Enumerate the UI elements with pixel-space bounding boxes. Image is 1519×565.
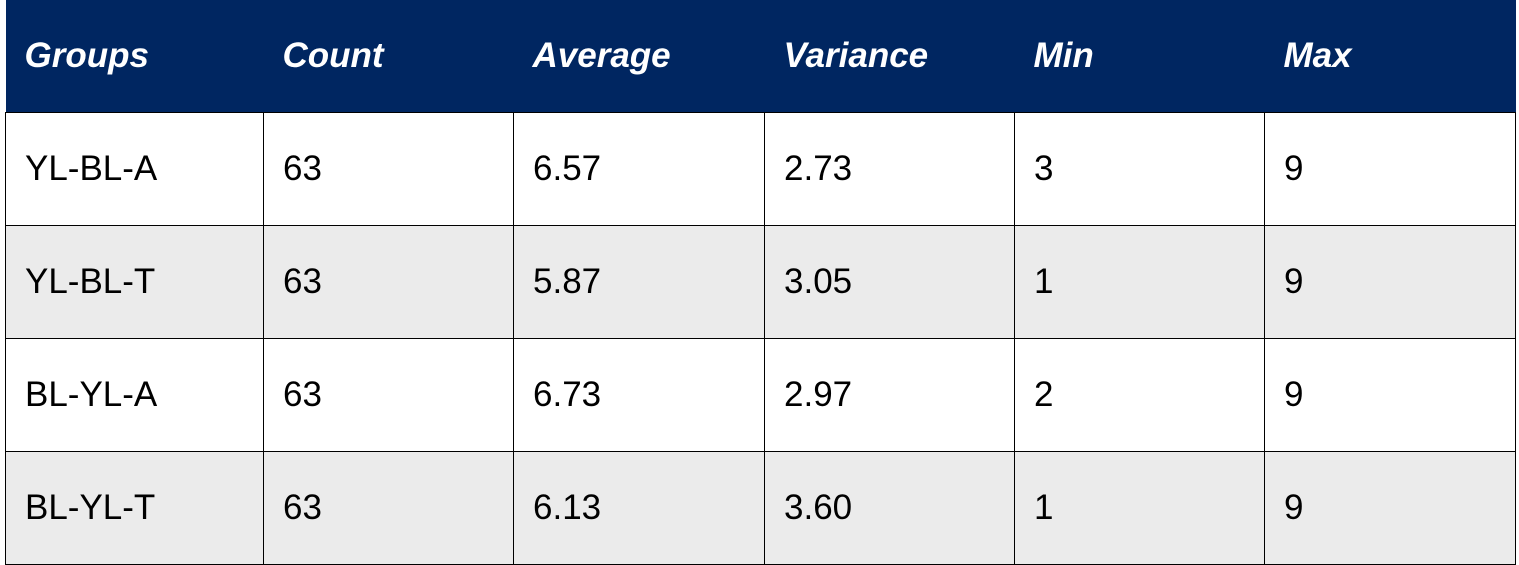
table-cell: 6.13	[513, 450, 765, 565]
header-cell: Max	[1264, 0, 1516, 112]
table-cell: 9	[1264, 450, 1516, 565]
table-cell: 9	[1264, 224, 1516, 339]
table-cell: YL-BL-T	[5, 224, 264, 339]
table-cell: 6.73	[513, 337, 765, 452]
table-cell: 1	[1014, 224, 1265, 339]
table-cell: 2.97	[764, 337, 1015, 452]
table-cell: 2	[1014, 337, 1265, 452]
table-cell: 63	[263, 111, 514, 226]
table-cell: 63	[263, 450, 514, 565]
table-cell: YL-BL-A	[5, 111, 264, 226]
header-cell: Groups	[5, 0, 264, 112]
table-cell: 6.57	[513, 111, 765, 226]
table-row: BL-YL-A 63 6.73 2.97 2 9	[5, 337, 1516, 452]
table-cell: BL-YL-T	[5, 450, 264, 565]
table-cell: 1	[1014, 450, 1265, 565]
table-row: YL-BL-T 63 5.87 3.05 1 9	[5, 224, 1516, 339]
header-cell: Variance	[764, 0, 1015, 112]
header-cell: Average	[513, 0, 765, 112]
header-cell: Count	[263, 0, 514, 112]
table-body: YL-BL-A 63 6.57 2.73 3 9 YL-BL-T 63 5.87 3.05 1 9 BL…	[5, 111, 1516, 565]
table-cell: 3	[1014, 111, 1265, 226]
table-cell: 2.73	[764, 111, 1015, 226]
table-row: BL-YL-T 63 6.13 3.60 1 9	[5, 450, 1516, 565]
header-row: Groups Count Average Variance Min Max	[5, 0, 1516, 112]
table-cell: 9	[1264, 111, 1516, 226]
table-cell: 5.87	[513, 224, 765, 339]
stats-table: Groups Count Average Variance Min Max YL-BL-A…	[5, 0, 1516, 565]
table-cell: 63	[263, 337, 514, 452]
table-row: YL-BL-A 63 6.57 2.73 3 9	[5, 111, 1516, 226]
table-cell: 9	[1264, 337, 1516, 452]
table-cell: BL-YL-A	[5, 337, 264, 452]
header-cell: Min	[1014, 0, 1265, 112]
table-cell: 3.60	[764, 450, 1015, 565]
table-cell: 3.05	[764, 224, 1015, 339]
table-cell: 63	[263, 224, 514, 339]
